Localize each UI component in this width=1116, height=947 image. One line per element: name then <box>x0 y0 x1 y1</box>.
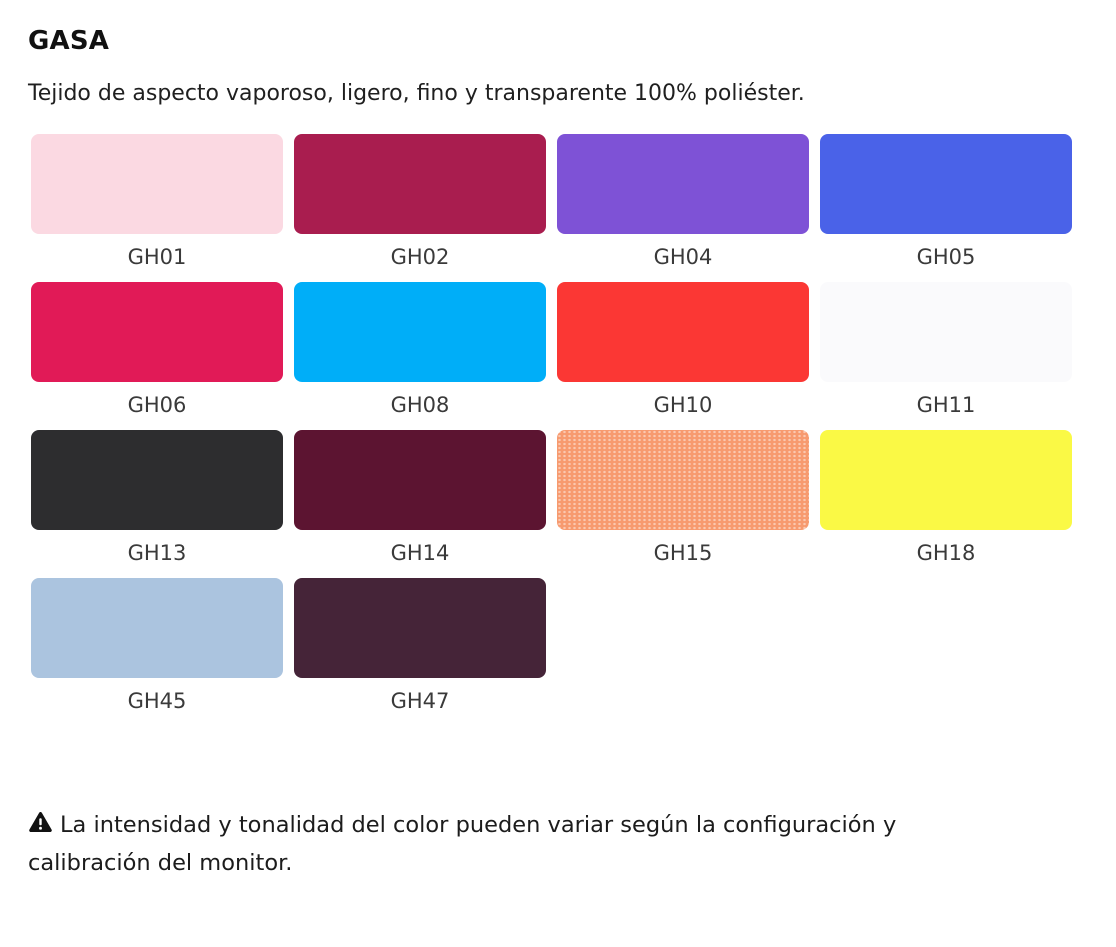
swatch-tile-gh45: GH45 <box>31 578 283 716</box>
swatch-code-label: GH15 <box>653 541 713 565</box>
swatch-tile-gh13: GH13 <box>31 430 283 568</box>
swatch-color-gh02 <box>294 134 546 234</box>
swatch-color-gh01 <box>31 134 283 234</box>
swatch-color-gh18 <box>820 430 1072 530</box>
swatch-code-label: GH04 <box>653 245 713 269</box>
swatch-tile-gh47: GH47 <box>294 578 546 716</box>
swatch-code-label: GH05 <box>916 245 976 269</box>
swatch-grid: GH01 GH02 GH04 GH05 GH06 GH08 GH10 GH11 GH13 GH14… <box>31 134 1088 716</box>
swatch-color-gh13 <box>31 430 283 530</box>
swatch-tile-gh01: GH01 <box>31 134 283 272</box>
swatch-tile-gh04: GH04 <box>557 134 809 272</box>
swatch-code-label: GH18 <box>916 541 976 565</box>
swatch-color-gh05 <box>820 134 1072 234</box>
warning-triangle-icon <box>28 809 53 845</box>
swatch-tile-gh14: GH14 <box>294 430 546 568</box>
swatch-tile-gh11: GH11 <box>820 282 1072 420</box>
swatch-code-label: GH13 <box>127 541 187 565</box>
fabric-description: Tejido de aspecto vaporoso, ligero, fino… <box>28 81 805 106</box>
swatch-code-label: GH47 <box>390 689 450 713</box>
swatch-color-gh11 <box>820 282 1072 382</box>
swatch-color-gh45 <box>31 578 283 678</box>
swatch-code-label: GH10 <box>653 393 713 417</box>
swatch-code-label: GH02 <box>390 245 450 269</box>
swatch-color-gh14 <box>294 430 546 530</box>
swatch-code-label: GH08 <box>390 393 450 417</box>
swatch-color-gh15 <box>557 430 809 530</box>
color-disclaimer: La intensidad y tonalidad del color pued… <box>28 807 990 881</box>
disclaimer-text: La intensidad y tonalidad del color pued… <box>28 811 897 876</box>
swatch-code-label: GH01 <box>127 245 187 269</box>
swatch-color-gh10 <box>557 282 809 382</box>
swatch-code-label: GH06 <box>127 393 187 417</box>
swatch-tile-gh02: GH02 <box>294 134 546 272</box>
swatch-tile-gh06: GH06 <box>31 282 283 420</box>
swatch-tile-gh18: GH18 <box>820 430 1072 568</box>
swatch-tile-gh15: GH15 <box>557 430 809 568</box>
swatch-tile-gh05: GH05 <box>820 134 1072 272</box>
swatch-tile-gh08: GH08 <box>294 282 546 420</box>
swatch-code-label: GH11 <box>916 393 976 417</box>
swatch-color-gh06 <box>31 282 283 382</box>
swatch-color-gh04 <box>557 134 809 234</box>
swatch-code-label: GH14 <box>390 541 450 565</box>
page-title: GASA <box>28 26 110 56</box>
swatch-color-gh08 <box>294 282 546 382</box>
swatch-code-label: GH45 <box>127 689 187 713</box>
swatch-tile-gh10: GH10 <box>557 282 809 420</box>
swatch-color-gh47 <box>294 578 546 678</box>
